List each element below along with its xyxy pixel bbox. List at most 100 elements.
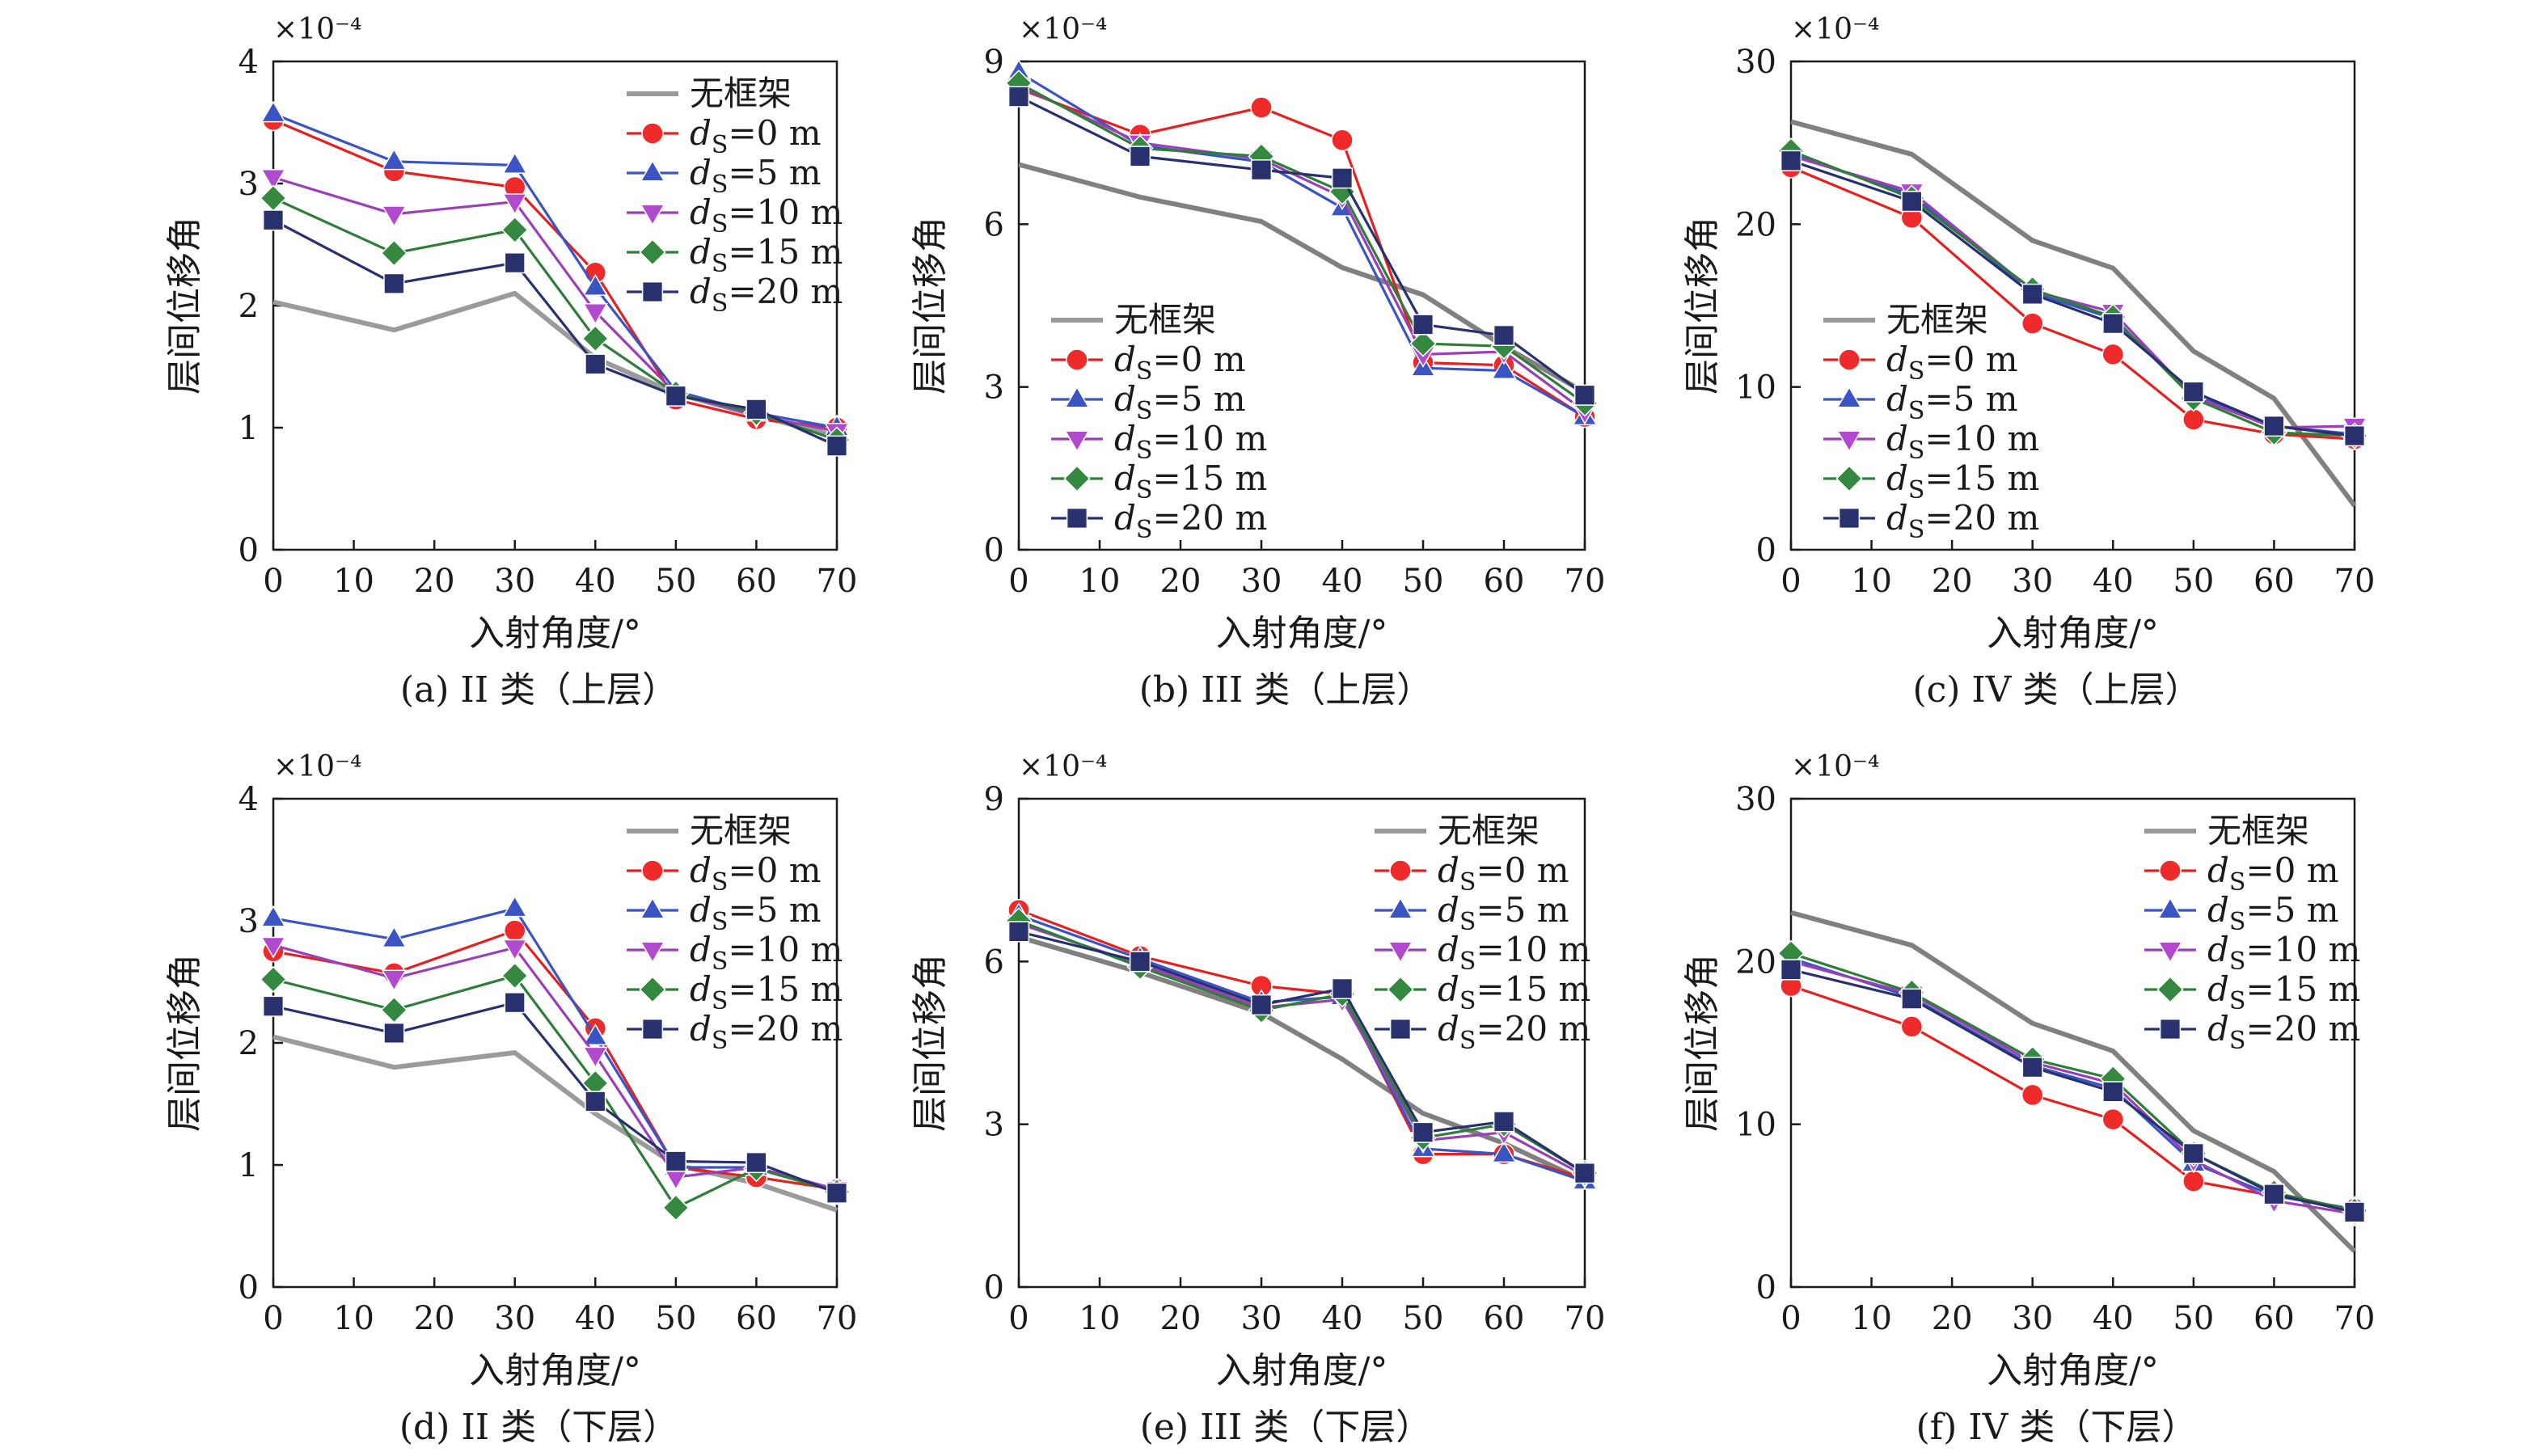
x-axis-title: 入射角度/°: [1987, 613, 2159, 654]
data-point: [585, 1091, 606, 1112]
data-point: [1780, 150, 1802, 171]
data-point: [582, 303, 608, 325]
chart-panel-5: 0 10 20 30 40 50 60 70 0 3 6 9 ×10⁻⁴ 入射角度/° 层间位移角 (e) I…: [910, 750, 1605, 1448]
legend-sub: S: [1136, 357, 1153, 386]
legend-label: dS=10 m: [690, 930, 843, 976]
legend-label: dS=0 m: [1886, 340, 2018, 386]
data-point: [501, 216, 529, 244]
x-tick-label: 30: [2012, 1300, 2053, 1337]
legend-label: dS=5 m: [690, 890, 822, 936]
x-tick-label: 20: [1160, 1300, 1202, 1337]
data-point: [2182, 381, 2204, 403]
legend-marker: [640, 897, 665, 919]
data-point: [2102, 1081, 2124, 1103]
data-point: [1491, 1141, 1517, 1163]
x-tick-label: 50: [2173, 563, 2214, 600]
legend-value: =10 m: [1476, 930, 1590, 969]
data-point: [1901, 988, 1923, 1010]
y-tick-label: 0: [1756, 1269, 1776, 1306]
legend-value: =5 m: [1924, 379, 2017, 419]
data-point: [582, 273, 608, 296]
legend-value: =5 m: [728, 153, 821, 192]
legend-value: =5 m: [2245, 890, 2338, 930]
legend-label: dS=10 m: [2207, 930, 2360, 976]
data-point: [502, 939, 528, 961]
data-point: [381, 148, 407, 171]
legend-marker: [641, 122, 664, 145]
legend-label: dS=0 m: [690, 113, 822, 159]
data-point: [1491, 357, 1517, 380]
data-point: [501, 962, 529, 990]
data-point: [502, 895, 528, 918]
x-tick-label: 20: [414, 563, 455, 600]
chart-panel-1: 0 10 20 30 40 50 60 70 0 1 2 3 4 ×10⁻⁴ 入射角度/° 层间位移角 (a) …: [164, 13, 857, 711]
data-point: [1573, 1162, 1596, 1184]
legend-value: =20 m: [728, 272, 843, 311]
x-tick-label: 60: [2253, 563, 2295, 600]
legend-marker: [639, 238, 666, 266]
legend-value: =0 m: [1476, 850, 1569, 890]
series-5: [1780, 150, 2366, 447]
legend-label: dS=15 m: [690, 969, 843, 1015]
x-tick-label: 0: [263, 563, 283, 600]
legend-label: dS=20 m: [1114, 498, 1267, 544]
x-tick-label: 40: [2093, 1300, 2134, 1337]
y-axis-title: 层间位移角: [910, 217, 951, 395]
legend-value: =0 m: [728, 850, 821, 890]
legend-label: dS=15 m: [1438, 969, 1590, 1015]
data-point: [380, 996, 408, 1023]
legend-sub: S: [2229, 908, 2246, 936]
y-tick-label: 4: [239, 44, 259, 81]
x-tick-label: 70: [2334, 563, 2376, 600]
data-point: [662, 1194, 690, 1222]
legend-label: 无框架: [1438, 811, 1540, 850]
legend-d: d: [1886, 340, 1908, 379]
data-point: [504, 252, 526, 274]
legend-marker: [641, 1018, 664, 1040]
data-point: [663, 1168, 689, 1191]
legend-sub: S: [712, 171, 729, 199]
legend-marker: [1063, 465, 1091, 492]
legend-d: d: [690, 1009, 712, 1049]
legend-d: d: [2207, 850, 2229, 890]
x-tick-label: 40: [575, 1300, 616, 1337]
legend-marker: [2157, 941, 2183, 964]
series-line: [1790, 153, 2355, 436]
x-tick-label: 0: [263, 1300, 283, 1337]
legend-d: d: [2207, 890, 2229, 930]
legend-label: dS=5 m: [1114, 379, 1246, 425]
legend-label: dS=15 m: [2207, 969, 2360, 1015]
legend-marker: [2157, 897, 2183, 919]
legend-marker: [1389, 859, 1412, 882]
legend-d: d: [1438, 850, 1459, 890]
legend-marker: [641, 281, 664, 303]
y-tick-label: 9: [984, 781, 1004, 818]
data-point: [1129, 146, 1151, 167]
legend-marker: [640, 159, 665, 182]
exponent-label: ×10⁻⁴: [273, 750, 361, 783]
legend-value: =15 m: [1924, 458, 2039, 498]
x-tick-label: 60: [736, 563, 777, 600]
data-point: [2182, 1142, 2204, 1165]
x-tick-label: 60: [736, 1300, 777, 1337]
legend-label: 无框架: [1886, 300, 1988, 340]
x-tick-label: 0: [1008, 1300, 1029, 1337]
x-axis-title: 入射角度/°: [469, 1350, 641, 1391]
legend-marker: [1388, 941, 1413, 964]
x-axis-title: 入射角度/°: [469, 613, 641, 654]
x-tick-label: 70: [817, 563, 858, 600]
legend-label: dS=15 m: [1114, 458, 1267, 504]
legend-sub: S: [2229, 1027, 2246, 1055]
chart-panel-4: 0 10 20 30 40 50 60 70 0 1 2 3 4 ×10⁻⁴ 入射角度/° 层间位移角 (d) …: [164, 750, 857, 1448]
legend-marker: [1836, 386, 1862, 408]
data-point: [381, 205, 407, 228]
legend-sub: S: [712, 289, 729, 318]
plot-frame: [1789, 797, 2356, 1289]
legend-d: d: [690, 930, 712, 969]
legend-value: =10 m: [728, 192, 843, 232]
data-point: [746, 1151, 767, 1174]
